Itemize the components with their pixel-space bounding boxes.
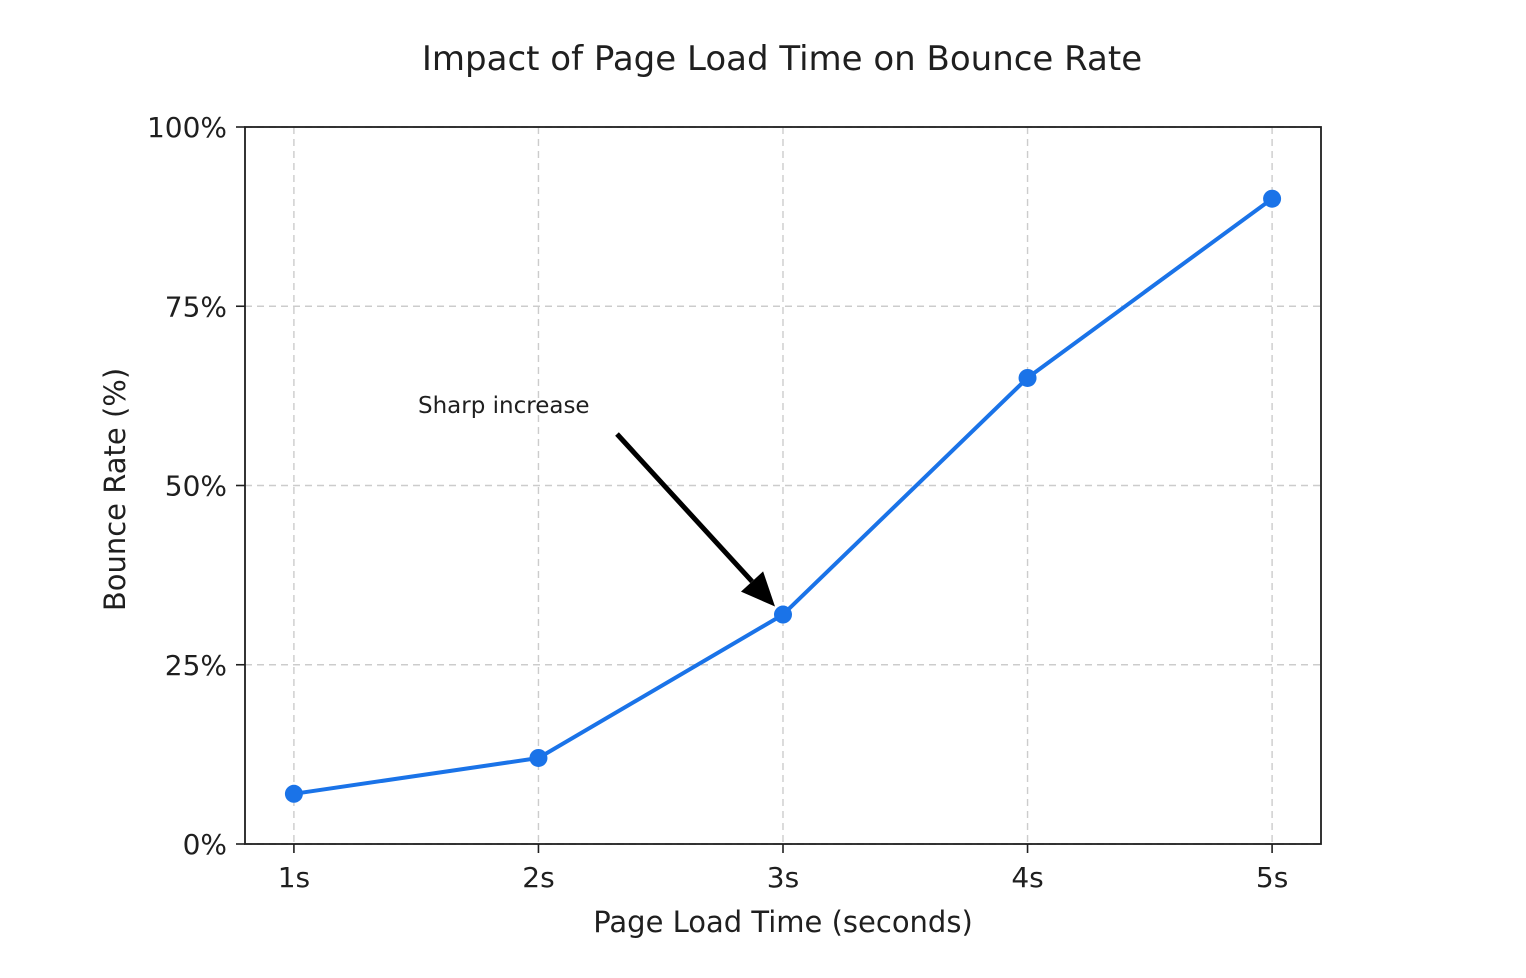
- annotation-arrow-shaft: [615, 432, 754, 584]
- data-point: [529, 748, 548, 767]
- x-tick-label: 4s: [1011, 861, 1043, 894]
- series-layer: [284, 189, 1282, 803]
- x-axis-label: Page Load Time (seconds): [593, 905, 973, 939]
- data-point: [284, 784, 303, 803]
- data-point: [1018, 368, 1037, 387]
- y-axis-label: Bounce Rate (%): [98, 368, 132, 611]
- data-point: [1263, 189, 1282, 208]
- data-point: [774, 605, 792, 624]
- y-tick-label: 100%: [147, 111, 227, 144]
- x-tick-label: 1s: [278, 861, 310, 894]
- y-tick-label: 75%: [165, 290, 227, 323]
- y-tick-label: 50%: [165, 470, 227, 503]
- axis-ticks: 1s 2s 3s 4s 5s 0% 25% 50% 75% 100%: [147, 111, 1288, 894]
- annotation-arrow-head: [740, 571, 775, 607]
- chart-title: Impact of Page Load Time on Bounce Rate: [422, 39, 1142, 79]
- annotation-layer: Sharp increase: [418, 393, 775, 607]
- y-tick-label: 25%: [165, 649, 227, 682]
- x-tick-label: 5s: [1256, 861, 1288, 894]
- y-tick-label: 0%: [183, 828, 227, 861]
- x-tick-label: 3s: [767, 861, 799, 894]
- annotation-label: Sharp increase: [418, 393, 590, 419]
- x-tick-label: 2s: [522, 861, 554, 894]
